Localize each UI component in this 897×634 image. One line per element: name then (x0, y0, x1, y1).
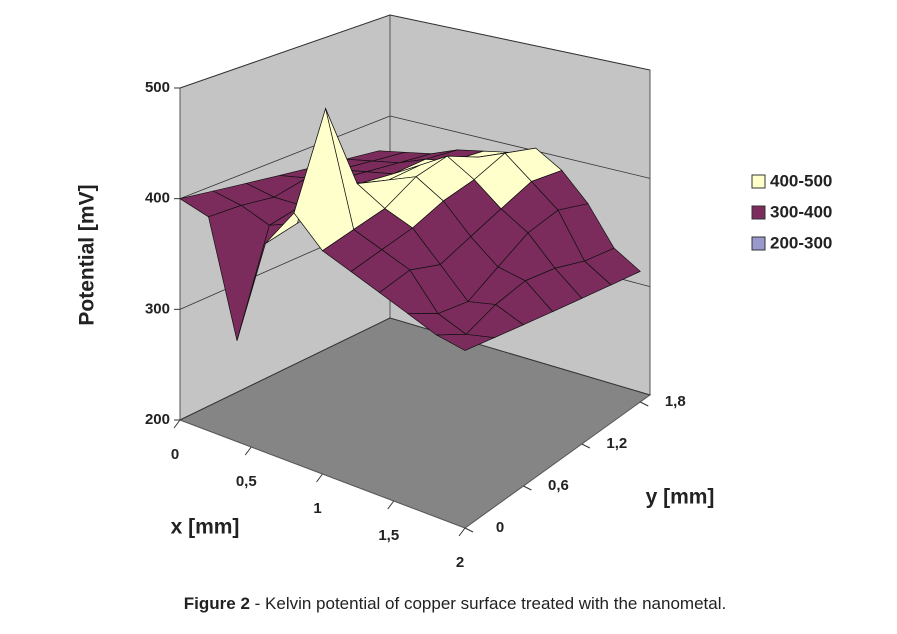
x-tick (387, 500, 395, 510)
grid-line (179, 317, 651, 421)
legend-label: 200-300 (770, 233, 832, 252)
y-tick (464, 527, 474, 533)
z-axis-label: Potential [mV] (76, 184, 99, 325)
y-tick-label: 1,2 (606, 435, 627, 452)
x-tick (316, 473, 323, 483)
z-tick-label: 500 (145, 79, 170, 96)
x-tick (173, 419, 181, 429)
x-tick-label: 1,5 (378, 527, 399, 544)
legend-label: 400-500 (770, 171, 832, 190)
legend-label: 300-400 (770, 202, 832, 221)
y-tick-label: 0 (496, 519, 504, 536)
caption-label: Figure 2 (184, 594, 250, 613)
surface-cell (435, 333, 496, 351)
x-axis-label: x [mm] (171, 516, 240, 539)
x-tick-label: 0 (171, 446, 179, 463)
x-tick (244, 446, 252, 456)
y-tick-label: 0,6 (548, 477, 569, 494)
y-tick (640, 401, 649, 407)
legend-swatch (751, 205, 766, 220)
z-tick-label: 300 (145, 300, 170, 317)
y-tick-label: 1,8 (665, 393, 686, 410)
x-tick (458, 527, 466, 537)
caption: Figure 2 - Kelvin potential of copper su… (184, 594, 726, 613)
y-tick (523, 485, 532, 491)
x-tick-label: 0,5 (236, 473, 257, 490)
grid-line (179, 14, 651, 89)
y-tick (581, 443, 591, 449)
x-tick-label: 1 (313, 500, 321, 517)
x-tick-label: 2 (456, 554, 464, 571)
surface (179, 107, 641, 351)
grid-line (179, 115, 651, 200)
z-tick-label: 400 (145, 190, 170, 207)
y-axis-label: y [mm] (646, 486, 715, 509)
legend-swatch (751, 236, 766, 251)
legend-swatch (751, 174, 766, 189)
z-tick-label: 200 (145, 411, 170, 428)
caption-text: - Kelvin potential of copper surface tre… (250, 594, 726, 613)
